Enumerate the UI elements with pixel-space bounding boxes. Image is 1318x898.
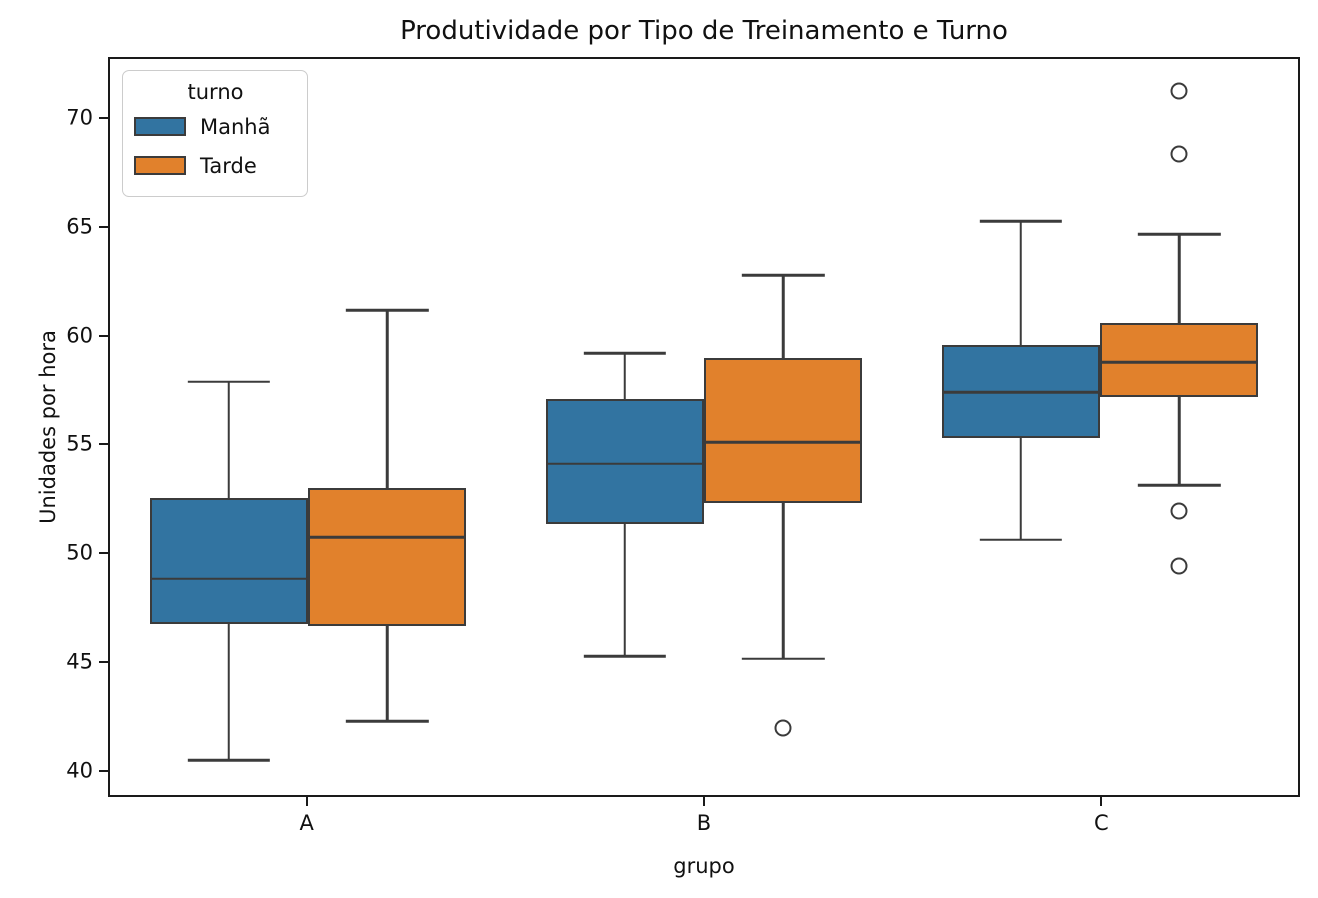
- x-axis-label: grupo: [673, 854, 735, 878]
- y-tick-mark: [99, 552, 108, 555]
- whisker-lower-tarde-A: [385, 626, 389, 722]
- whisker-lower-tarde-C: [1177, 396, 1181, 486]
- median-tarde-A: [308, 536, 467, 539]
- y-tick-label: 70: [66, 105, 93, 130]
- outlier-point-tarde-C: [1170, 557, 1188, 575]
- median-tarde-C: [1100, 360, 1259, 364]
- x-tick-mark: [305, 797, 308, 806]
- whisker-cap-lower-tarde-B: [742, 657, 825, 660]
- outlier-point-tarde-C: [1170, 145, 1188, 163]
- legend-label-tarde: Tarde: [200, 153, 257, 178]
- manha-color-swatch-icon: [134, 117, 186, 136]
- whisker-cap-upper-manh-C: [979, 220, 1062, 223]
- y-tick-mark: [99, 769, 108, 772]
- x-tick-label: A: [299, 811, 314, 835]
- legend: turno Manhã Tarde: [122, 70, 308, 197]
- y-tick-mark: [99, 443, 108, 446]
- whisker-lower-tarde-B: [781, 502, 785, 659]
- legend-label-manha: Manhã: [200, 114, 271, 139]
- whisker-lower-manh-B: [623, 524, 627, 657]
- whisker-upper-manh-C: [1019, 221, 1023, 345]
- whisker-upper-tarde-A: [385, 310, 389, 488]
- x-tick-label: B: [696, 811, 712, 835]
- whisker-cap-upper-tarde-C: [1138, 233, 1221, 236]
- whisker-cap-lower-tarde-C: [1138, 484, 1221, 487]
- whisker-cap-lower-tarde-A: [346, 720, 429, 723]
- box-tarde-B: [704, 357, 863, 503]
- whisker-lower-manh-A: [227, 623, 231, 761]
- whisker-upper-tarde-B: [781, 275, 785, 358]
- y-tick-label: 65: [66, 214, 93, 239]
- y-tick-label: 55: [66, 431, 93, 456]
- median-tarde-B: [704, 440, 863, 444]
- x-tick-label: C: [1093, 811, 1109, 835]
- outlier-point-tarde-C: [1170, 82, 1188, 100]
- y-tick-mark: [99, 116, 108, 119]
- box-manh-A: [149, 498, 308, 624]
- box-manh-B: [545, 398, 704, 525]
- median-manh-B: [545, 462, 704, 466]
- y-tick-label: 45: [66, 649, 93, 674]
- whisker-upper-manh-A: [227, 381, 231, 499]
- y-tick-label: 40: [66, 758, 93, 783]
- median-manh-C: [941, 391, 1100, 394]
- y-tick-mark: [99, 225, 108, 228]
- whisker-cap-lower-manh-B: [583, 655, 666, 658]
- whisker-cap-upper-tarde-B: [742, 274, 825, 277]
- tarde-color-swatch-icon: [134, 156, 186, 175]
- whisker-upper-manh-B: [623, 353, 627, 399]
- y-tick-mark: [99, 334, 108, 337]
- whisker-cap-lower-manh-C: [979, 538, 1062, 541]
- outlier-point-tarde-B: [774, 719, 792, 737]
- whisker-cap-upper-tarde-A: [346, 308, 429, 312]
- whisker-cap-lower-manh-A: [187, 759, 270, 762]
- whisker-cap-upper-manh-A: [187, 380, 270, 383]
- y-tick-label: 60: [66, 323, 93, 348]
- outlier-point-tarde-C: [1170, 502, 1188, 520]
- median-manh-A: [149, 577, 308, 580]
- x-tick-mark: [1100, 797, 1103, 806]
- box-tarde-C: [1100, 323, 1259, 397]
- x-tick-mark: [703, 797, 705, 806]
- whisker-cap-upper-manh-B: [583, 352, 666, 355]
- whisker-upper-tarde-C: [1177, 234, 1181, 324]
- whisker-lower-manh-C: [1019, 437, 1023, 540]
- legend-title: turno: [187, 80, 244, 104]
- legend-item-tarde: Tarde: [134, 146, 297, 185]
- chart-title: Produtividade por Tipo de Treinamento e …: [400, 16, 1008, 46]
- legend-item-manha: Manhã: [134, 107, 297, 146]
- box-tarde-A: [308, 487, 467, 627]
- y-tick-label: 50: [66, 540, 93, 565]
- y-tick-mark: [99, 661, 108, 664]
